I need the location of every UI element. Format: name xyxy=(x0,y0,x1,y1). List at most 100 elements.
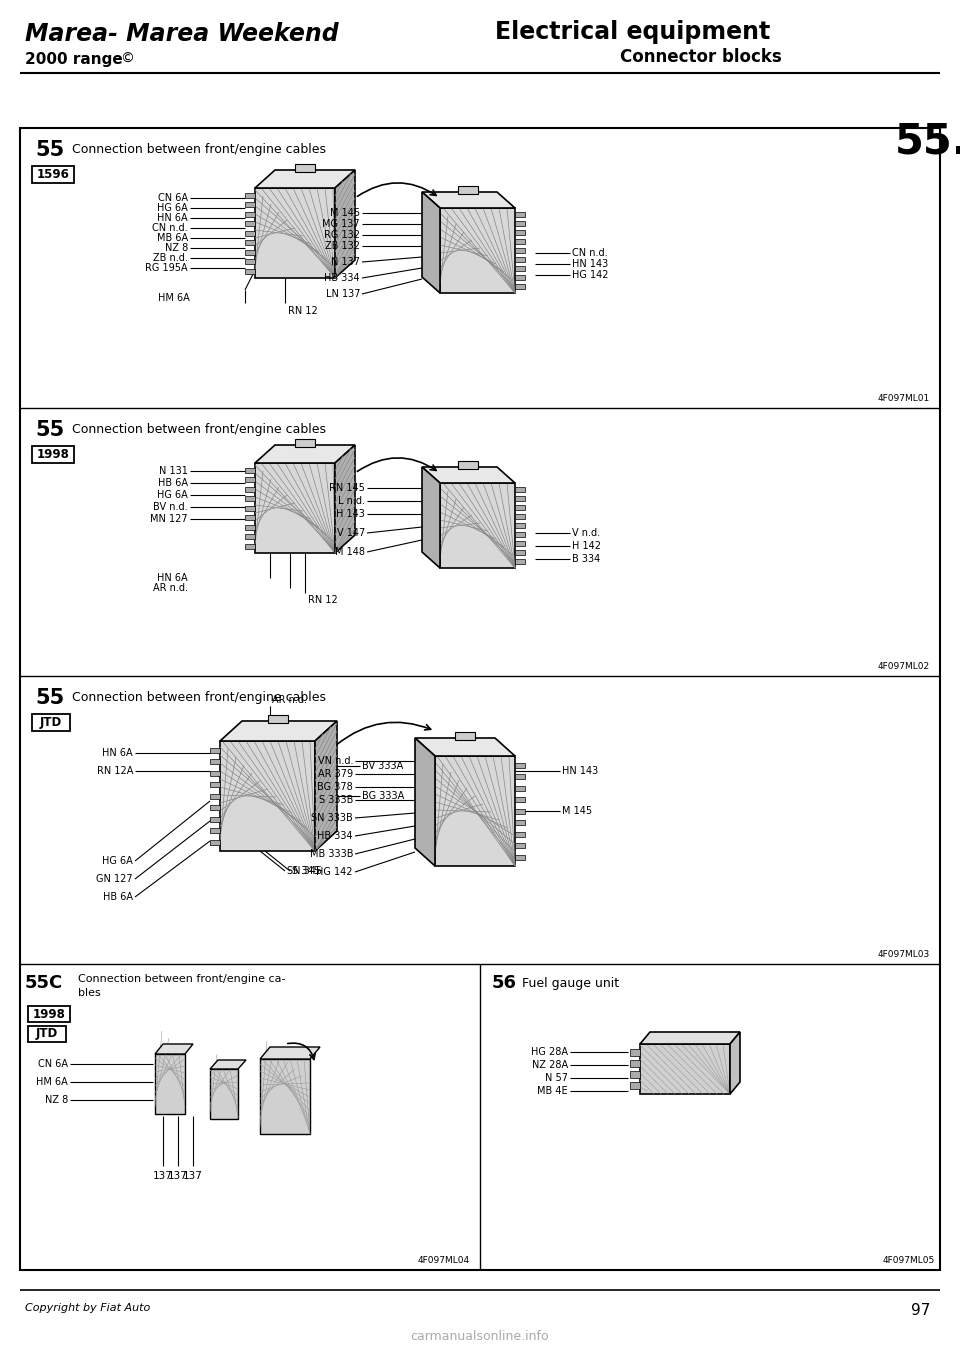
Bar xyxy=(210,770,220,776)
Bar xyxy=(245,259,255,264)
Text: ZB 132: ZB 132 xyxy=(325,241,360,251)
Text: SN 345: SN 345 xyxy=(287,866,323,876)
Text: Connection between front/engine cables: Connection between front/engine cables xyxy=(72,142,326,156)
Bar xyxy=(32,715,70,731)
Text: HN 6A: HN 6A xyxy=(157,574,188,583)
Bar xyxy=(440,483,515,568)
Text: GN 127: GN 127 xyxy=(96,875,133,884)
Bar xyxy=(155,1054,185,1115)
Text: Connector blocks: Connector blocks xyxy=(620,47,781,66)
Text: NZ 28A: NZ 28A xyxy=(532,1060,568,1070)
Bar xyxy=(515,762,525,767)
Text: V n.d.: V n.d. xyxy=(572,527,600,538)
Text: N 57: N 57 xyxy=(545,1073,568,1083)
Bar xyxy=(515,514,525,519)
Text: HB 334: HB 334 xyxy=(324,273,360,283)
Text: Connection between front/engine ca-: Connection between front/engine ca- xyxy=(78,974,285,984)
Text: S 345: S 345 xyxy=(292,866,320,876)
Bar xyxy=(515,212,525,217)
Bar xyxy=(245,515,255,519)
Text: 55: 55 xyxy=(35,687,64,708)
Bar xyxy=(245,268,255,274)
Polygon shape xyxy=(415,738,435,866)
Bar xyxy=(515,496,525,500)
Text: ©: © xyxy=(120,52,133,66)
Bar xyxy=(245,487,255,491)
Bar xyxy=(210,829,220,833)
Text: BV 333A: BV 333A xyxy=(362,761,403,772)
Bar xyxy=(515,275,525,279)
Bar xyxy=(268,715,288,723)
Bar xyxy=(515,532,525,537)
Text: M 145: M 145 xyxy=(330,207,360,218)
Text: HN 143: HN 143 xyxy=(562,766,598,776)
Bar xyxy=(245,250,255,255)
Text: S 333B: S 333B xyxy=(319,795,353,805)
Text: B 334: B 334 xyxy=(572,555,600,564)
Text: BG 378: BG 378 xyxy=(317,782,353,792)
Text: 56: 56 xyxy=(492,974,517,993)
Polygon shape xyxy=(255,170,355,188)
Text: 137: 137 xyxy=(168,1172,188,1181)
Polygon shape xyxy=(415,738,515,757)
Bar xyxy=(255,462,335,553)
Text: CN 6A: CN 6A xyxy=(158,193,188,203)
Text: 4F097ML02: 4F097ML02 xyxy=(877,662,930,671)
Polygon shape xyxy=(640,1032,740,1044)
Bar xyxy=(210,782,220,786)
Bar xyxy=(220,740,315,852)
Polygon shape xyxy=(335,170,355,278)
Text: 1998: 1998 xyxy=(33,1008,65,1021)
Text: RN 12: RN 12 xyxy=(308,595,338,605)
Text: H 143: H 143 xyxy=(336,508,365,519)
Text: HG 6A: HG 6A xyxy=(103,856,133,866)
Polygon shape xyxy=(255,445,355,462)
Text: N 131: N 131 xyxy=(159,466,188,476)
Text: MB 4E: MB 4E xyxy=(538,1086,568,1096)
Bar xyxy=(515,551,525,555)
Bar xyxy=(515,541,525,546)
Bar xyxy=(245,221,255,226)
Text: HB 6A: HB 6A xyxy=(158,479,188,488)
Polygon shape xyxy=(335,445,355,553)
Bar xyxy=(245,231,255,236)
Text: BV n.d.: BV n.d. xyxy=(154,502,188,513)
Bar xyxy=(210,839,220,845)
Text: 55: 55 xyxy=(35,140,64,160)
Bar xyxy=(630,1060,640,1067)
Text: HM 6A: HM 6A xyxy=(158,293,190,302)
Text: 55.: 55. xyxy=(895,119,960,161)
Text: RG 132: RG 132 xyxy=(324,231,360,240)
Text: HG 6A: HG 6A xyxy=(157,490,188,500)
Bar xyxy=(210,816,220,822)
Text: RN 12A: RN 12A xyxy=(97,766,133,776)
Bar xyxy=(245,240,255,245)
Text: JTD: JTD xyxy=(36,1028,59,1040)
Bar xyxy=(435,757,515,866)
Polygon shape xyxy=(210,1060,246,1069)
Text: AR 379: AR 379 xyxy=(318,769,353,778)
Bar xyxy=(245,544,255,548)
Text: CN n.d.: CN n.d. xyxy=(572,248,608,258)
Text: CN 6A: CN 6A xyxy=(38,1059,68,1069)
Bar xyxy=(515,504,525,510)
Text: VN n.d.: VN n.d. xyxy=(318,757,353,766)
Bar xyxy=(515,559,525,564)
Polygon shape xyxy=(422,466,440,568)
Text: 97: 97 xyxy=(911,1303,930,1318)
Text: Electrical equipment: Electrical equipment xyxy=(495,20,770,43)
Polygon shape xyxy=(260,1047,320,1059)
Text: MN 127: MN 127 xyxy=(151,514,188,523)
Bar xyxy=(245,496,255,500)
Bar xyxy=(630,1082,640,1089)
Bar xyxy=(295,439,315,447)
Bar xyxy=(20,127,940,1271)
Text: carmanualsonline.info: carmanualsonline.info xyxy=(411,1330,549,1342)
Bar xyxy=(630,1071,640,1078)
Bar xyxy=(515,283,525,289)
Text: HG 28A: HG 28A xyxy=(531,1047,568,1056)
Bar xyxy=(255,188,335,278)
Bar xyxy=(458,186,478,194)
Text: V 147: V 147 xyxy=(337,527,365,538)
Polygon shape xyxy=(422,193,515,207)
